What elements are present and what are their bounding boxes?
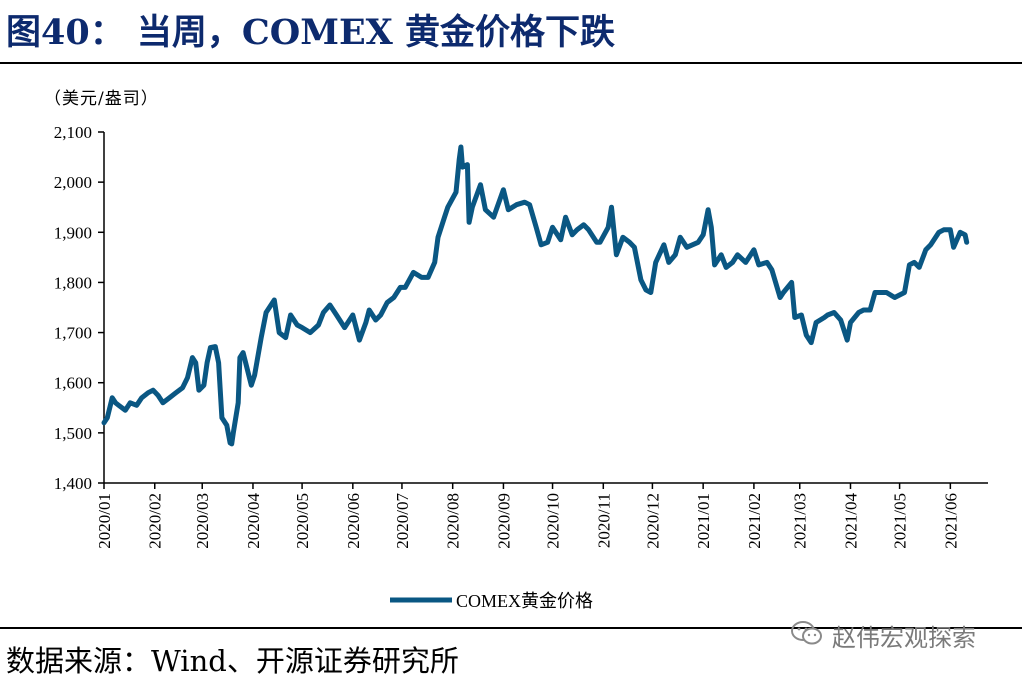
x-tick-label: 2020/04: [244, 493, 263, 549]
x-axis-ticks: 2020/01 2020/02 2020/03 2020/04 2020/05 2020/…: [95, 483, 960, 549]
x-tick-label: 2020/07: [393, 493, 412, 549]
x-tick-label: 2021/03: [791, 493, 810, 549]
y-tick-label: 1,700: [54, 324, 92, 343]
y-tick-label: 1,800: [54, 273, 92, 292]
y-tick-label: 1,600: [54, 374, 92, 393]
x-tick-label: 2020/01: [95, 493, 114, 549]
x-tick-label: 2021/05: [891, 493, 910, 549]
y-axis-ticks: 1,400 1,500 1,600 1,700 1,800 1,900 2,000 2,100: [54, 123, 104, 493]
watermark-text: 赵伟宏观探索: [832, 624, 976, 652]
source-note: 数据来源：Wind、开源证券研究所: [6, 644, 459, 678]
x-tick-label: 2020/02: [146, 493, 165, 549]
x-tick-label: 2020/12: [643, 493, 662, 549]
y-tick-label: 2,100: [54, 123, 92, 142]
x-tick-label: 2020/08: [444, 493, 463, 549]
legend: COMEX黄金价格: [390, 591, 593, 611]
y-tick-label: 1,900: [54, 223, 92, 242]
y-tick-label: 1,400: [54, 474, 92, 493]
bottom-rule: [0, 627, 1022, 629]
x-tick-label: 2020/05: [293, 493, 312, 549]
x-tick-label: 2020/11: [594, 493, 613, 548]
y-axis-unit-label: （美元/盎司）: [44, 89, 159, 109]
axes: [103, 132, 988, 484]
x-tick-label: 2021/02: [745, 493, 764, 549]
wechat-icon: [791, 621, 822, 645]
x-tick-label: 2020/06: [344, 493, 363, 549]
legend-label: COMEX黄金价格: [456, 591, 593, 611]
x-tick-label: 2020/09: [494, 493, 513, 549]
y-tick-label: 2,000: [54, 173, 92, 192]
figure-title: 图40： 当周，COMEX 黄金价格下跌: [6, 12, 615, 53]
x-tick-label: 2021/04: [841, 493, 860, 549]
x-tick-label: 2020/10: [544, 493, 563, 549]
top-rule: [0, 62, 1022, 64]
x-tick-label: 2020/03: [193, 493, 212, 549]
y-tick-label: 1,500: [54, 424, 92, 443]
series-line-comex-gold: [101, 144, 970, 447]
x-tick-label: 2021/01: [694, 493, 713, 549]
x-tick-label: 2021/06: [941, 493, 960, 549]
